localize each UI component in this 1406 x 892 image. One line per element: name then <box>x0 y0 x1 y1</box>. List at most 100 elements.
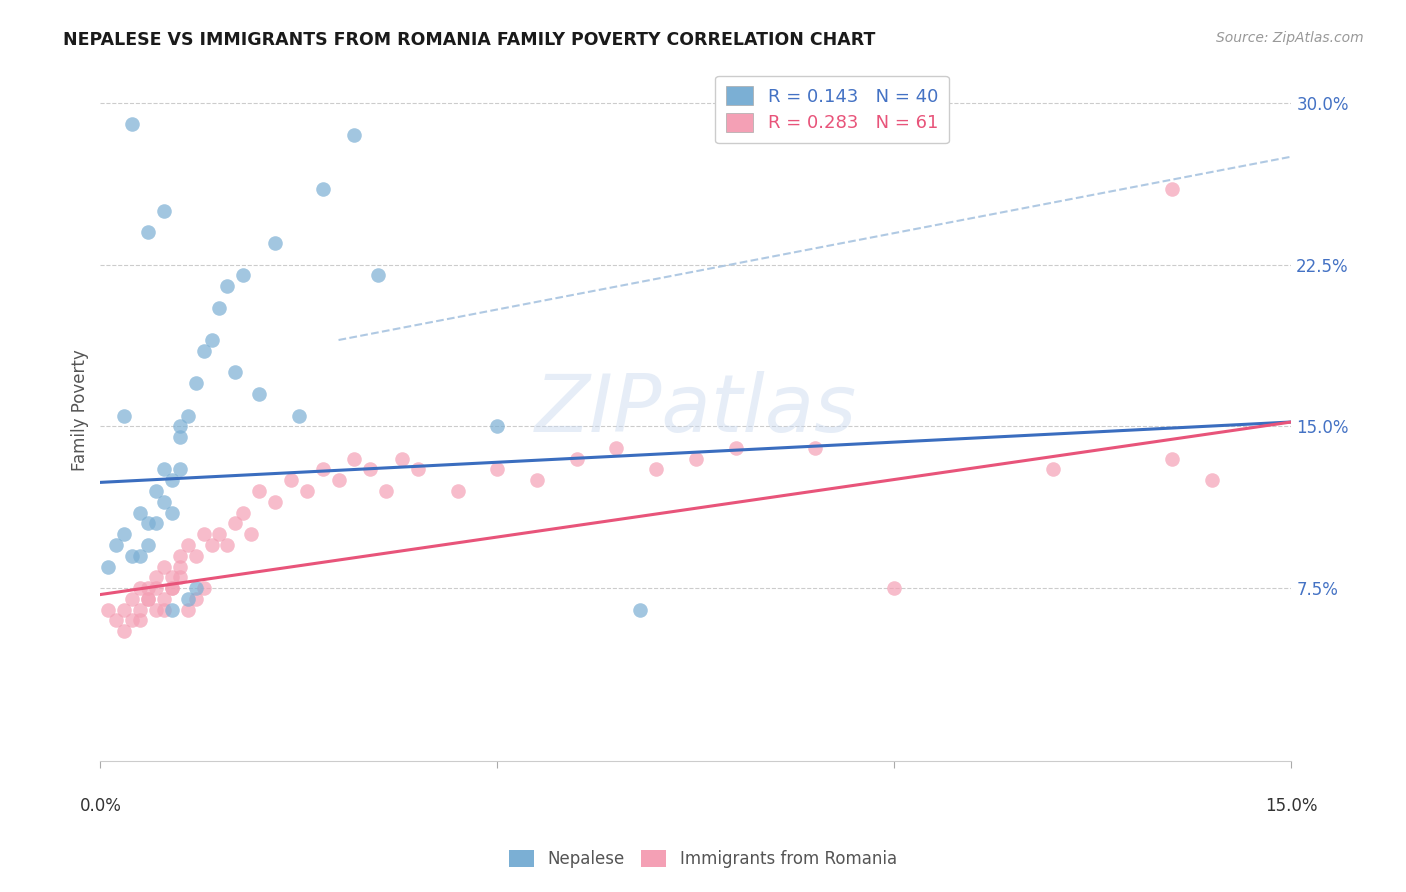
Point <box>359 462 381 476</box>
Point <box>208 301 231 315</box>
Point <box>145 570 167 584</box>
Point <box>169 419 191 434</box>
Point <box>217 538 239 552</box>
Point <box>97 559 120 574</box>
Point <box>136 225 159 239</box>
Point <box>247 387 270 401</box>
Point <box>724 441 747 455</box>
Point <box>240 527 263 541</box>
Point <box>1161 451 1184 466</box>
Point <box>486 462 509 476</box>
Point <box>145 581 167 595</box>
Point <box>160 570 183 584</box>
Point <box>169 570 191 584</box>
Point <box>628 602 651 616</box>
Point <box>311 462 333 476</box>
Point <box>311 182 333 196</box>
Point <box>145 516 167 531</box>
Point <box>136 516 159 531</box>
Point <box>295 483 318 498</box>
Point <box>169 430 191 444</box>
Point <box>160 581 183 595</box>
Point <box>121 591 143 606</box>
Point <box>605 441 627 455</box>
Point <box>264 235 287 250</box>
Point <box>1042 462 1064 476</box>
Point <box>224 516 246 531</box>
Point <box>105 614 128 628</box>
Point <box>406 462 429 476</box>
Point <box>193 527 215 541</box>
Point <box>200 333 222 347</box>
Point <box>112 409 135 423</box>
Point <box>200 538 222 552</box>
Text: 15.0%: 15.0% <box>1265 797 1317 815</box>
Point <box>153 495 176 509</box>
Point <box>526 473 548 487</box>
Point <box>112 624 135 639</box>
Point <box>193 343 215 358</box>
Point <box>264 495 287 509</box>
Point <box>184 581 207 595</box>
Point <box>112 602 135 616</box>
Point <box>645 462 668 476</box>
Point <box>176 538 198 552</box>
Point <box>391 451 413 466</box>
Point <box>224 365 246 379</box>
Point <box>136 591 159 606</box>
Point <box>121 117 143 131</box>
Point <box>153 602 176 616</box>
Point <box>129 602 152 616</box>
Point <box>160 602 183 616</box>
Point <box>565 451 588 466</box>
Point <box>129 581 152 595</box>
Text: NEPALESE VS IMMIGRANTS FROM ROMANIA FAMILY POVERTY CORRELATION CHART: NEPALESE VS IMMIGRANTS FROM ROMANIA FAMI… <box>63 31 876 49</box>
Point <box>1201 473 1223 487</box>
Text: ZIPatlas: ZIPatlas <box>534 371 856 449</box>
Point <box>169 549 191 563</box>
Point <box>217 279 239 293</box>
Legend: Nepalese, Immigrants from Romania: Nepalese, Immigrants from Romania <box>502 843 904 875</box>
Point <box>1161 182 1184 196</box>
Point <box>121 614 143 628</box>
Point <box>160 473 183 487</box>
Point <box>247 483 270 498</box>
Point <box>105 538 128 552</box>
Point <box>208 527 231 541</box>
Point <box>153 559 176 574</box>
Point <box>169 559 191 574</box>
Point <box>121 549 143 563</box>
Point <box>232 506 254 520</box>
Y-axis label: Family Poverty: Family Poverty <box>72 350 89 471</box>
Point <box>184 549 207 563</box>
Point <box>804 441 827 455</box>
Point <box>184 376 207 391</box>
Point <box>176 409 198 423</box>
Point <box>343 128 366 142</box>
Point <box>883 581 905 595</box>
Point <box>145 483 167 498</box>
Point <box>193 581 215 595</box>
Point <box>446 483 468 498</box>
Point <box>153 462 176 476</box>
Point <box>129 506 152 520</box>
Point <box>288 409 311 423</box>
Point <box>280 473 302 487</box>
Point <box>129 614 152 628</box>
Text: 0.0%: 0.0% <box>79 797 121 815</box>
Point <box>136 581 159 595</box>
Point <box>97 602 120 616</box>
Point <box>136 538 159 552</box>
Point <box>375 483 398 498</box>
Point <box>367 268 389 283</box>
Legend: R = 0.143   N = 40, R = 0.283   N = 61: R = 0.143 N = 40, R = 0.283 N = 61 <box>716 76 949 144</box>
Point <box>176 591 198 606</box>
Point <box>160 581 183 595</box>
Point <box>160 506 183 520</box>
Point <box>486 419 509 434</box>
Text: Source: ZipAtlas.com: Source: ZipAtlas.com <box>1216 31 1364 45</box>
Point <box>153 591 176 606</box>
Point <box>169 462 191 476</box>
Point <box>328 473 350 487</box>
Point <box>232 268 254 283</box>
